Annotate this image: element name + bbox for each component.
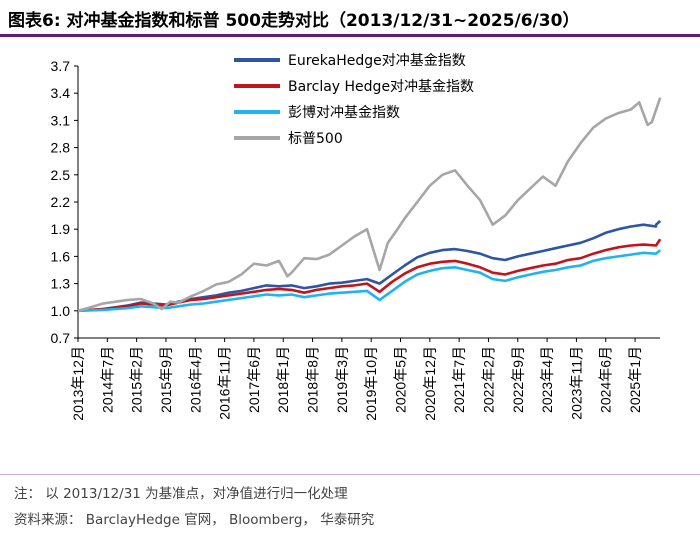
series-line-0 bbox=[77, 220, 662, 313]
chart-title: 图表6: 对冲基金指数和标普 500走势对比（2013/12/31~2025/6… bbox=[8, 11, 580, 31]
x-tick-label: 2022年9月 bbox=[510, 346, 526, 413]
legend-label-3: 标普500 bbox=[288, 131, 343, 147]
x-tick-label: 2024年6月 bbox=[598, 346, 614, 413]
y-tick-label: 1.0 bbox=[51, 303, 71, 319]
x-tick-label: 2020年12月 bbox=[422, 346, 438, 421]
series-line-2 bbox=[77, 249, 662, 313]
x-tick-label: 2023年11月 bbox=[568, 346, 584, 420]
x-tick-label: 2016年11月 bbox=[217, 346, 233, 420]
legend-label-2: 彭博对冲基金指数 bbox=[288, 104, 400, 121]
legend-label-0: EurekaHedge对冲基金指数 bbox=[288, 52, 466, 69]
chart-source: 资料来源： BarclayHedge 官网， Bloomberg， 华泰研究 bbox=[14, 512, 375, 528]
x-tick-label: 2020年5月 bbox=[393, 346, 409, 413]
chart-note: 注： 以 2013/12/31 为基准点，对净值进行归一化处理 bbox=[14, 486, 348, 502]
line-chart: 3.7 3.4 3.1 2.8 2.5 2.2 1.9 1.6 1.3 1.0 0.72013年12… bbox=[51, 52, 662, 421]
y-tick-label: 2.2 bbox=[51, 194, 71, 210]
x-tick-label: 2022年2月 bbox=[480, 346, 496, 413]
y-tick-label: 1.6 bbox=[51, 248, 71, 264]
x-tick-label: 2018年8月 bbox=[305, 346, 321, 413]
y-tick-label: 3.7 bbox=[51, 58, 71, 74]
title-divider bbox=[0, 34, 700, 37]
x-tick-label: 2019年10月 bbox=[363, 346, 379, 421]
y-tick-label: 0.7 bbox=[51, 330, 71, 346]
y-tick-label: 1.9 bbox=[51, 221, 71, 237]
x-tick-label: 2015年2月 bbox=[129, 346, 145, 413]
x-tick-label: 2014年7月 bbox=[99, 346, 115, 413]
x-tick-label: 2018年1月 bbox=[275, 346, 291, 413]
x-tick-label: 2025年1月 bbox=[627, 346, 643, 413]
y-tick-label: 2.5 bbox=[51, 167, 71, 183]
x-tick-label: 2023年4月 bbox=[539, 346, 555, 413]
y-tick-label: 3.4 bbox=[51, 85, 71, 101]
x-tick-label: 2021年7月 bbox=[451, 346, 467, 413]
legend-label-1: Barclay Hedge对冲基金指数 bbox=[288, 78, 474, 95]
y-tick-label: 3.1 bbox=[51, 112, 71, 128]
y-tick-label: 1.3 bbox=[51, 276, 71, 292]
x-tick-label: 2017年6月 bbox=[246, 346, 262, 413]
series-line-3 bbox=[77, 97, 662, 313]
series-line-1 bbox=[77, 238, 662, 313]
x-tick-label: 2013年12月 bbox=[70, 346, 86, 421]
y-tick-label: 2.8 bbox=[51, 140, 71, 156]
x-tick-label: 2016年4月 bbox=[187, 346, 203, 413]
x-tick-label: 2019年3月 bbox=[334, 346, 350, 413]
footer-divider bbox=[0, 474, 700, 475]
x-tick-label: 2015年9月 bbox=[158, 346, 174, 413]
